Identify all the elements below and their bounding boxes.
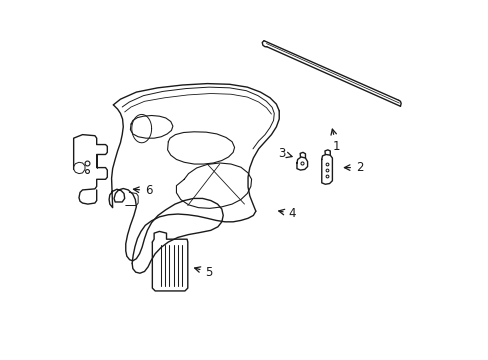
Text: 3: 3 xyxy=(278,147,291,160)
Text: 1: 1 xyxy=(330,129,340,153)
Text: 5: 5 xyxy=(194,266,212,279)
Text: 4: 4 xyxy=(278,207,296,220)
Text: 2: 2 xyxy=(344,161,363,174)
Text: 6: 6 xyxy=(133,184,152,197)
